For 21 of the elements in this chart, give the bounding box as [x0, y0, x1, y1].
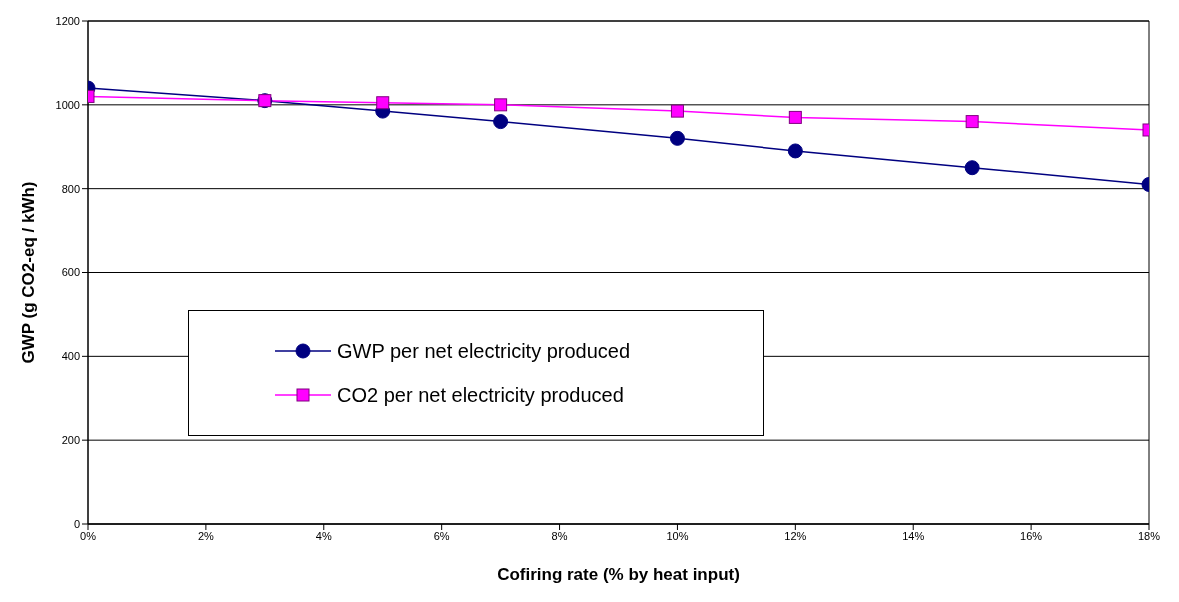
x-tick-label: 18%: [1137, 529, 1161, 542]
y-tick-label: 1000: [55, 98, 80, 111]
y-tick-label: 1200: [55, 14, 80, 27]
y-tick-label: 0: [73, 517, 80, 530]
legend-label: CO2 per net electricity produced: [337, 383, 624, 407]
x-tick-label: 14%: [902, 529, 925, 542]
x-tick-label: 12%: [784, 529, 807, 542]
x-tick-label: 2%: [197, 529, 215, 542]
x-tick-label: 4%: [315, 529, 332, 542]
x-tick-label: 0%: [80, 529, 97, 542]
y-tick-label: 600: [61, 266, 80, 279]
y-tick-label: 400: [61, 350, 80, 363]
y-tick-label: 800: [61, 182, 80, 195]
y-tick-label: 200: [61, 434, 80, 447]
x-tick-label: 8%: [551, 529, 568, 542]
x-axis-title: Cofiring rate (% by heat input): [497, 565, 740, 584]
x-tick-label: 10%: [666, 529, 689, 542]
x-tick-label: 6%: [433, 529, 450, 542]
legend-label: GWP per net electricity produced: [337, 339, 631, 363]
x-tick-label: 16%: [1020, 529, 1043, 542]
y-axis-title: GWP (g CO2-eq / kWh): [19, 181, 39, 364]
